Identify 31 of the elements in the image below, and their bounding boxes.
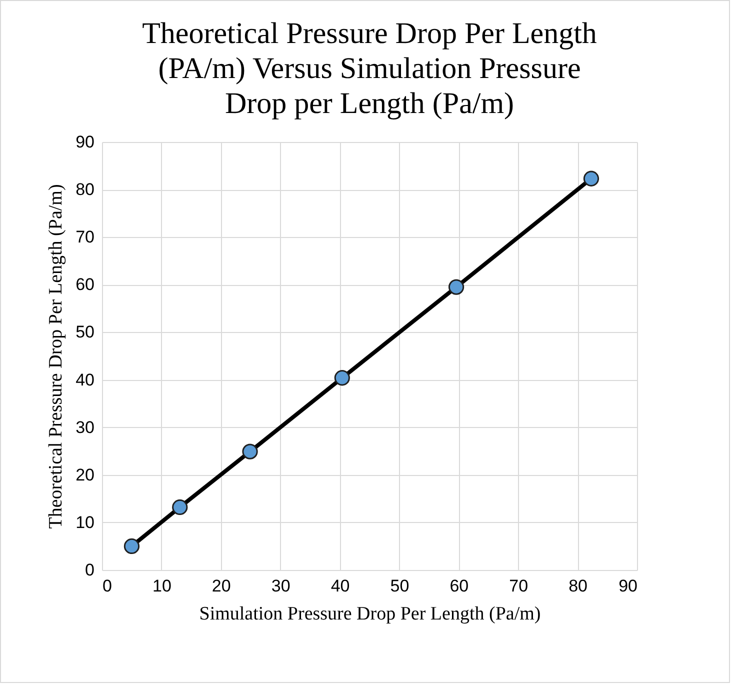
text: Drop per Length (Pa/m) [224, 87, 514, 120]
x-tick-label: 30 [271, 576, 290, 596]
x-tick-label: 0 [102, 576, 112, 596]
y-tick-label: 70 [76, 228, 94, 247]
point [448, 279, 464, 295]
point [172, 499, 188, 516]
y-tick-label: 0 [85, 560, 94, 580]
y-tick-label: 20 [76, 465, 94, 484]
x-tick-label: 50 [390, 576, 410, 596]
x-tick-label: 90 [618, 576, 638, 596]
x-tick-label: 70 [509, 576, 528, 596]
x-tick-label: 80 [568, 576, 588, 596]
y-tick-label: 30 [76, 418, 94, 437]
y-tick-label: 90 [76, 132, 94, 152]
y-tick-label: 60 [76, 275, 94, 294]
x-tick-label: 10 [152, 576, 172, 596]
text: Theoretical Pressure Drop Per Length [142, 17, 597, 50]
point [583, 170, 600, 186]
point [242, 444, 258, 460]
point [334, 370, 350, 386]
x-tick-label: 20 [212, 576, 231, 596]
y-axis-title: Theoretical Pressure Drop Per Length (Pa/m) [46, 184, 67, 529]
x-tick-label: 60 [450, 576, 469, 596]
x-axis-title: Simulation Pressure Drop Per Length (Pa/m) [199, 604, 541, 624]
point [124, 538, 140, 554]
y-tick-label: 50 [76, 322, 94, 342]
y-tick-label: 10 [76, 512, 94, 532]
x-tick-label: 40 [330, 576, 350, 596]
y-tick-label: 80 [76, 180, 94, 200]
y-tick-label: 40 [76, 370, 94, 390]
text: (PA/m) Versus Simulation Pressure [158, 52, 581, 85]
